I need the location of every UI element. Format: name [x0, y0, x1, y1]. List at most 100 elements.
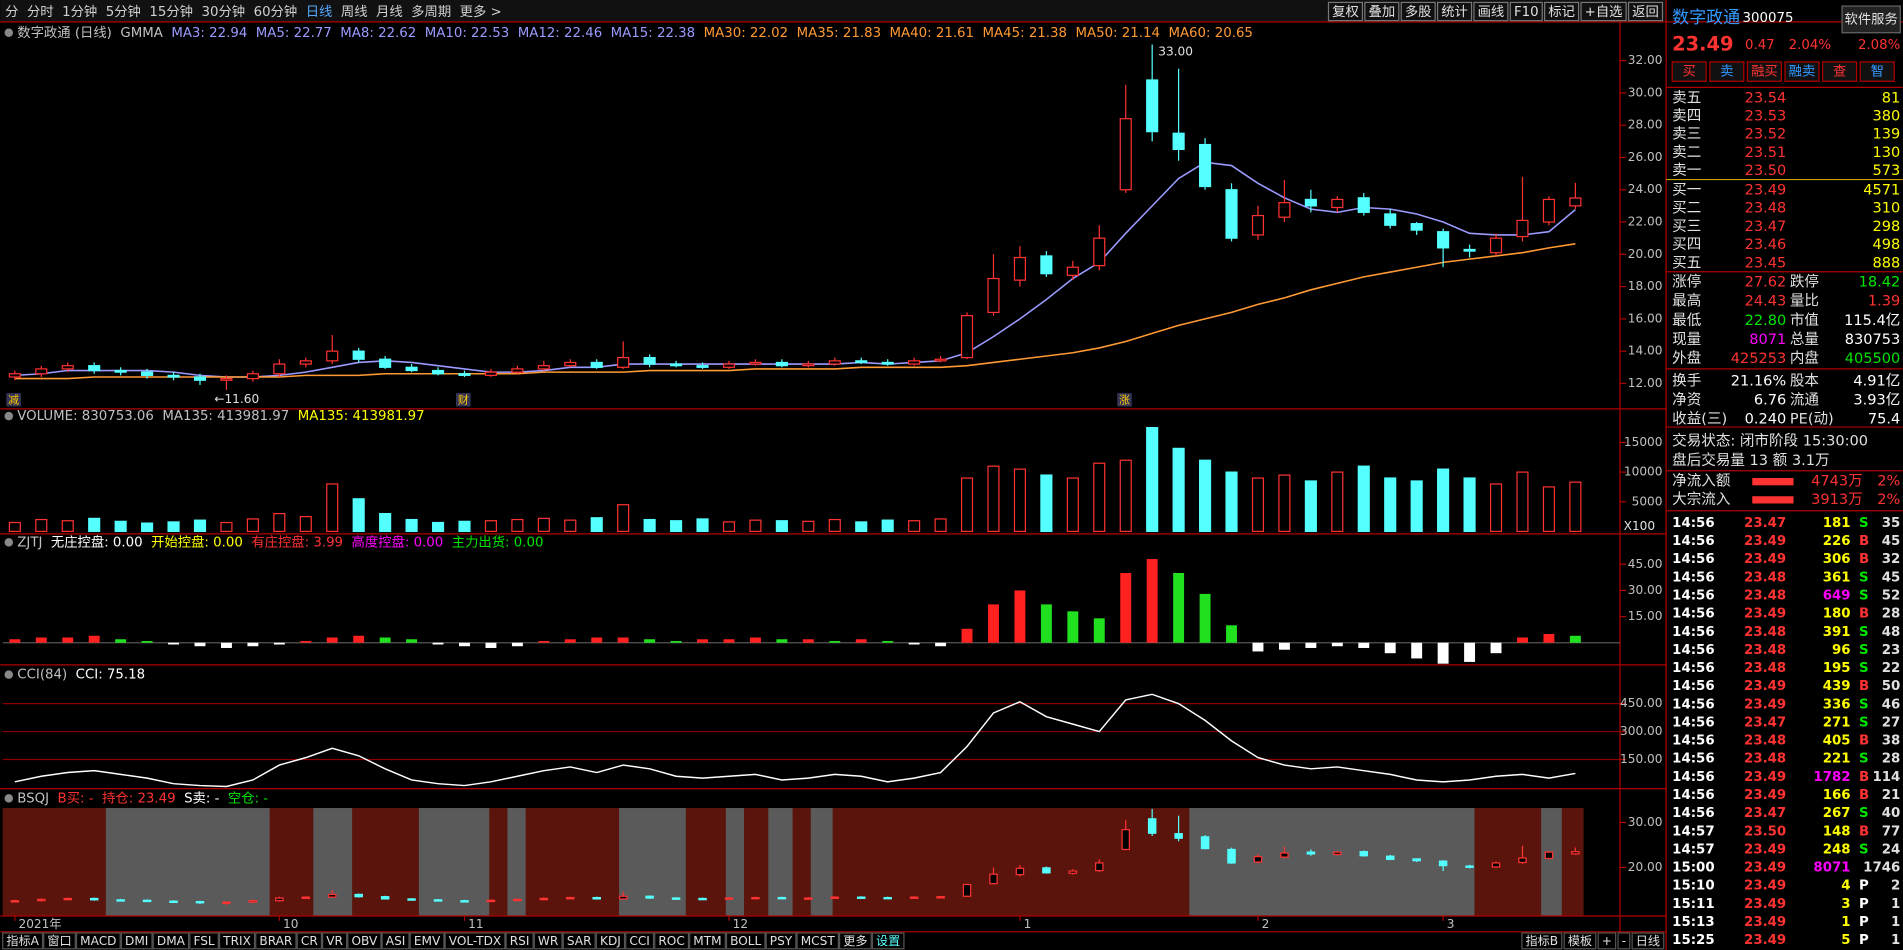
- toolbar-button[interactable]: 返回: [1632, 4, 1659, 20]
- trade-button-label[interactable]: 智: [1871, 64, 1884, 80]
- trade-button[interactable]: [1784, 61, 1820, 82]
- toolbar-button[interactable]: F10: [1514, 5, 1539, 20]
- indicator-tab[interactable]: KDJ: [600, 934, 621, 948]
- toolbar-button-frame[interactable]: [1627, 1, 1664, 22]
- sector-box[interactable]: [1841, 5, 1901, 34]
- toolbar-item[interactable]: 分: [5, 4, 18, 20]
- trade-button[interactable]: [1671, 61, 1707, 82]
- indicator-tab-frame[interactable]: [654, 932, 690, 950]
- indicator-tab[interactable]: 设置: [876, 934, 900, 948]
- toolbar-button[interactable]: 叠加: [1368, 4, 1395, 20]
- indicator-tab[interactable]: 更多: [843, 934, 867, 948]
- indicator-tab[interactable]: CCI: [629, 934, 650, 948]
- toolbar-item[interactable]: 周线: [341, 4, 368, 20]
- indicator-tab[interactable]: CR: [301, 934, 318, 948]
- toolbar-button[interactable]: 复权: [1332, 3, 1359, 20]
- indicator-tab-frame[interactable]: [120, 932, 153, 950]
- toolbar-item[interactable]: 1分钟: [62, 3, 97, 20]
- indicator-tab-frame[interactable]: [562, 932, 596, 950]
- trade-button[interactable]: [1746, 61, 1782, 82]
- indicator-tab-frame[interactable]: [505, 932, 534, 950]
- tab-control[interactable]: 日线: [1636, 934, 1660, 948]
- toolbar-button[interactable]: 统计: [1441, 4, 1468, 20]
- indicator-tab[interactable]: PSY: [770, 934, 793, 948]
- toolbar-item[interactable]: 60分钟: [254, 3, 298, 20]
- indicator-tab[interactable]: 窗口: [47, 934, 71, 948]
- toolbar-item[interactable]: 更多 >: [460, 3, 502, 20]
- toolbar-button[interactable]: +自选: [1585, 4, 1623, 20]
- toolbar-item[interactable]: 5分钟: [106, 3, 141, 20]
- toolbar-button[interactable]: 多股: [1405, 3, 1432, 20]
- indicator-tab[interactable]: VOL-TDX: [449, 934, 501, 948]
- indicator-tab[interactable]: DMI: [125, 934, 148, 948]
- indicator-tab-frame[interactable]: [871, 932, 905, 950]
- toolbar-button[interactable]: 画线: [1478, 4, 1505, 20]
- tab-control-frame[interactable]: [1521, 932, 1563, 950]
- toolbar-button-frame[interactable]: [1436, 1, 1473, 22]
- indicator-tab[interactable]: ASI: [386, 934, 406, 948]
- toolbar-item[interactable]: 30分钟: [201, 3, 245, 20]
- indicator-tab[interactable]: ROC: [658, 934, 684, 948]
- indicator-tab-frame[interactable]: [381, 932, 410, 950]
- indicator-tab[interactable]: BOLL: [730, 934, 761, 948]
- indicator-tab[interactable]: BRAR: [259, 934, 293, 948]
- tab-control-frame[interactable]: [1631, 932, 1665, 950]
- indicator-tab-frame[interactable]: [347, 932, 382, 950]
- toolbar-button-frame[interactable]: [1327, 1, 1364, 22]
- toolbar-button-frame[interactable]: [1580, 1, 1627, 22]
- trade-button[interactable]: [1822, 61, 1858, 82]
- toolbar-button-frame[interactable]: [1400, 1, 1436, 22]
- toolbar-button-frame[interactable]: [1544, 1, 1580, 22]
- indicator-tab[interactable]: VR: [326, 934, 343, 948]
- indicator-tab[interactable]: MACD: [80, 934, 116, 948]
- trade-button-label[interactable]: 卖: [1720, 64, 1733, 80]
- indicator-tab-frame[interactable]: [255, 932, 297, 950]
- trade-button-label[interactable]: 融卖: [1789, 64, 1816, 80]
- indicator-tab-frame[interactable]: [322, 932, 348, 950]
- tab-control[interactable]: 指标B: [1526, 933, 1559, 948]
- indicator-tab-frame[interactable]: [839, 932, 872, 950]
- toolbar-item[interactable]: 多周期: [411, 3, 451, 20]
- indicator-tab-frame[interactable]: [595, 932, 626, 950]
- tab-control-frame[interactable]: [1563, 932, 1597, 950]
- toolbar-item[interactable]: 15分钟: [149, 3, 193, 20]
- indicator-tab[interactable]: TRIX: [222, 934, 251, 948]
- indicator-tab-frame[interactable]: [765, 932, 797, 950]
- toolbar-item[interactable]: 月线: [376, 4, 403, 20]
- toolbar-button-frame[interactable]: [1473, 1, 1509, 22]
- toolbar-button-frame[interactable]: [1509, 1, 1543, 22]
- indicator-tab[interactable]: WR: [538, 934, 559, 948]
- tab-control[interactable]: -: [1622, 934, 1626, 948]
- indicator-tab-frame[interactable]: [43, 932, 76, 950]
- indicator-tab[interactable]: RSI: [510, 934, 530, 948]
- indicator-tab-frame[interactable]: [625, 932, 655, 950]
- toolbar-button-frame[interactable]: [1364, 1, 1400, 22]
- tab-control[interactable]: 模板: [1568, 934, 1592, 948]
- trade-button-label[interactable]: 融买: [1751, 64, 1778, 80]
- tab-control-frame[interactable]: [1617, 932, 1631, 950]
- tab-control-frame[interactable]: [1597, 932, 1617, 950]
- sector-name[interactable]: 软件服务: [1845, 11, 1898, 27]
- indicator-tab[interactable]: MCST: [801, 934, 836, 948]
- indicator-tab[interactable]: EMV: [414, 934, 441, 948]
- toolbar-item[interactable]: 分时: [27, 4, 54, 20]
- indicator-tab-frame[interactable]: [75, 932, 121, 950]
- toolbar-item[interactable]: 日线: [306, 4, 333, 20]
- indicator-tab-frame[interactable]: [409, 932, 445, 950]
- indicator-tab-frame[interactable]: [152, 932, 190, 950]
- indicator-tab-frame[interactable]: [189, 932, 219, 950]
- indicator-tab[interactable]: OBV: [351, 934, 377, 948]
- indicator-tab[interactable]: DMA: [157, 934, 186, 948]
- tab-control[interactable]: +: [1602, 934, 1612, 948]
- indicator-tab-frame[interactable]: [218, 932, 256, 950]
- indicator-tab[interactable]: SAR: [567, 934, 592, 948]
- indicator-tab-frame[interactable]: [2, 932, 44, 950]
- trade-button[interactable]: [1709, 61, 1745, 82]
- indicator-tab-frame[interactable]: [689, 932, 726, 950]
- toolbar-button[interactable]: 标记: [1548, 4, 1575, 20]
- indicator-tab[interactable]: FSL: [193, 934, 214, 948]
- indicator-tab-frame[interactable]: [444, 932, 506, 950]
- trade-button-label[interactable]: 查: [1833, 64, 1846, 80]
- indicator-tab-frame[interactable]: [296, 932, 323, 950]
- indicator-tab-frame[interactable]: [533, 932, 563, 950]
